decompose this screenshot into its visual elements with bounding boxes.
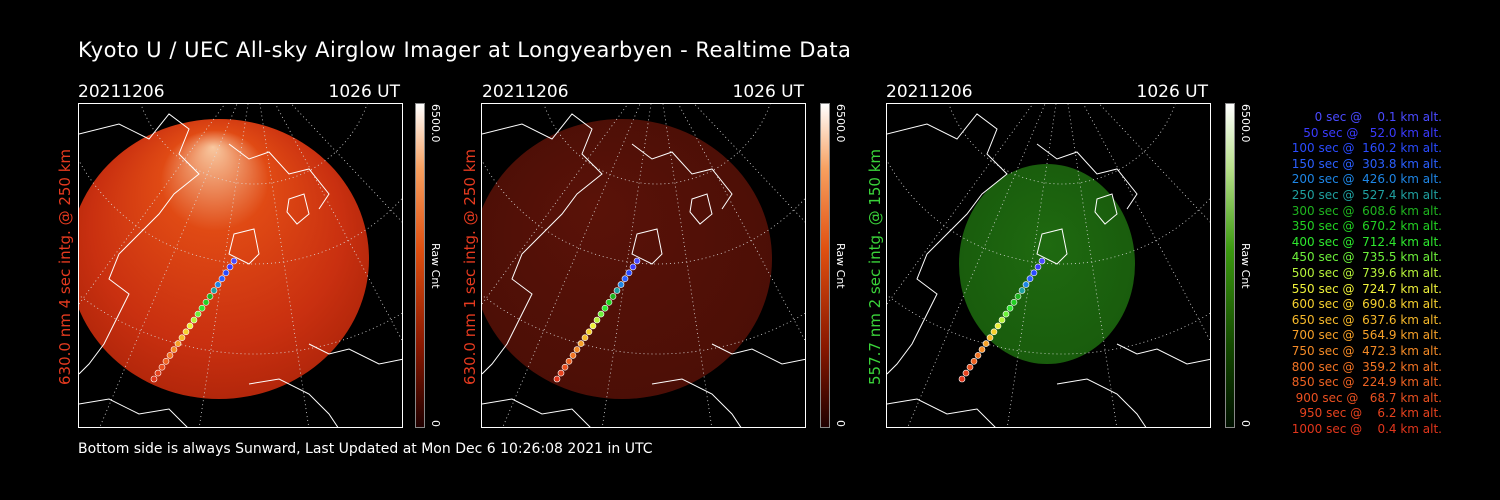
panel-1-map xyxy=(79,104,402,427)
panel-1-cbar-max: 6500.0 xyxy=(429,104,442,143)
legend-row: 700 sec @ 564.9 km alt. xyxy=(1287,328,1442,343)
legend-row: 850 sec @ 224.9 km alt. xyxy=(1287,375,1442,390)
legend-row: 200 sec @ 426.0 km alt. xyxy=(1287,172,1442,187)
panel-2-date: 20211206 xyxy=(482,82,569,102)
panel-1-cbar-min: 0 xyxy=(429,420,442,427)
legend-row: 800 sec @ 359.2 km alt. xyxy=(1287,359,1442,374)
panel-1-date: 20211206 xyxy=(78,82,165,102)
panel-1-image[interactable] xyxy=(78,103,403,428)
panel-2-cbar-title: Raw Cnt xyxy=(834,243,847,289)
legend-row: 0 sec @ 0.1 km alt. xyxy=(1303,110,1442,124)
footer-status: Bottom side is always Sunward, Last Upda… xyxy=(78,441,653,457)
legend-row: 600 sec @ 690.8 km alt. xyxy=(1287,297,1442,312)
panel-2-colorbar xyxy=(820,103,830,428)
panel-2-image[interactable] xyxy=(481,103,806,428)
page-title: Kyoto U / UEC All-sky Airglow Imager at … xyxy=(78,38,852,62)
legend-row: 450 sec @ 735.5 km alt. xyxy=(1287,250,1442,265)
legend-row: 350 sec @ 670.2 km alt. xyxy=(1287,219,1442,234)
legend-row: 750 sec @ 472.3 km alt. xyxy=(1287,343,1442,358)
legend-row: 900 sec @ 68.7 km alt. xyxy=(1291,390,1442,405)
panel-3-cbar-max: 6500.0 xyxy=(1239,104,1252,143)
legend-row: 550 sec @ 724.7 km alt. xyxy=(1287,281,1442,296)
panel-2-cbar-max: 6500.0 xyxy=(834,104,847,143)
panel-2-cbar-min: 0 xyxy=(834,420,847,427)
legend-row: 950 sec @ 6.2 km alt. xyxy=(1295,406,1442,421)
panel-1-cbar-title: Raw Cnt xyxy=(429,243,442,289)
panel-2-ylabel: 630.0 nm 1 sec intg. @ 250 km xyxy=(461,148,479,385)
panel-1-ylabel: 630.0 nm 4 sec intg. @ 250 km xyxy=(56,148,74,385)
legend-row: 50 sec @ 52.0 km alt. xyxy=(1295,125,1442,140)
panel-3-ylabel: 557.7 nm 2 sec intg. @ 150 km xyxy=(866,148,884,385)
panel-3-cbar-min: 0 xyxy=(1239,420,1252,427)
panel-3-ut: 1026 UT xyxy=(1136,82,1209,102)
panel-3-date: 20211206 xyxy=(886,82,973,102)
legend-row: 400 sec @ 712.4 km alt. xyxy=(1287,234,1442,249)
legend-row: 100 sec @ 160.2 km alt. xyxy=(1287,141,1442,156)
legend-row: 250 sec @ 527.4 km alt. xyxy=(1287,187,1442,202)
legend-row: 300 sec @ 608.6 km alt. xyxy=(1287,203,1442,218)
panel-3-cbar-title: Raw Cnt xyxy=(1239,243,1252,289)
panel-1-ut: 1026 UT xyxy=(328,82,401,102)
legend-row: 1000 sec @ 0.4 km alt. xyxy=(1291,421,1442,436)
legend-row: 500 sec @ 739.6 km alt. xyxy=(1287,265,1442,280)
panel-2-map xyxy=(482,104,805,427)
panel-3-image[interactable] xyxy=(886,103,1211,428)
panel-2-ut: 1026 UT xyxy=(732,82,805,102)
trajectory-legend: 0 sec @ 0.1 km alt. 50 sec @ 52.0 km alt… xyxy=(1262,110,1442,437)
legend-row: 150 sec @ 303.8 km alt. xyxy=(1287,156,1442,171)
panel-3-map xyxy=(887,104,1210,427)
legend-row: 650 sec @ 637.6 km alt. xyxy=(1287,312,1442,327)
panel-3-colorbar xyxy=(1225,103,1235,428)
panel-1-colorbar xyxy=(415,103,425,428)
